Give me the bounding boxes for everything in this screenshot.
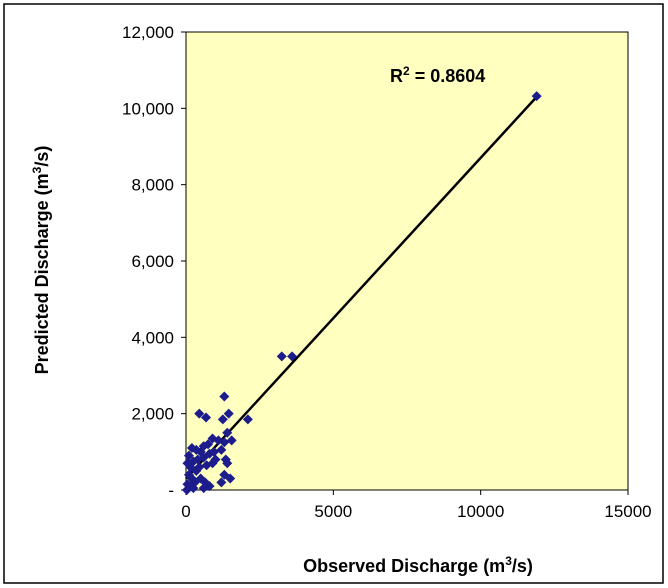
y-axis-title-part: Predicted Discharge (m xyxy=(32,173,52,374)
y-tick-label: 8,000 xyxy=(131,176,174,195)
point xyxy=(287,351,298,362)
point xyxy=(222,427,233,438)
point xyxy=(194,408,205,419)
x-tick-label: 10000 xyxy=(457,502,504,521)
point xyxy=(531,91,542,102)
point xyxy=(226,435,237,446)
point xyxy=(219,391,230,402)
x-tick-label: 15000 xyxy=(604,502,651,521)
x-axis-title-part: 3 xyxy=(505,554,512,568)
point xyxy=(198,483,209,494)
plot-area xyxy=(185,31,629,491)
point xyxy=(216,477,227,488)
x-tick-label: 0 xyxy=(181,502,190,521)
point xyxy=(201,412,212,423)
annotation-part: = 0.8604 xyxy=(410,66,486,86)
trendline xyxy=(185,96,538,480)
point xyxy=(183,450,194,461)
point xyxy=(225,473,236,484)
point xyxy=(222,458,233,469)
annotation: R2 = 0.8604 xyxy=(390,64,485,86)
y-tick-label: - xyxy=(168,481,174,500)
point xyxy=(186,443,197,454)
point xyxy=(242,414,253,425)
y-tick-label: 6,000 xyxy=(131,252,174,271)
y-tick-label: 10,000 xyxy=(122,99,174,118)
x-axis-title-part: Observed Discharge (m xyxy=(303,556,505,576)
x-axis-title: Observed Discharge (m3/s) xyxy=(303,554,533,576)
x-tick-label: 5000 xyxy=(314,502,352,521)
point xyxy=(223,408,234,419)
point xyxy=(208,446,219,457)
y-tick-label: 2,000 xyxy=(131,405,174,424)
point xyxy=(210,454,221,465)
point xyxy=(217,414,228,425)
y-axis-title-part: /s) xyxy=(32,146,52,167)
x-axis-title-part: /s) xyxy=(512,556,533,576)
y-axis-title-part: 3 xyxy=(30,166,44,173)
point xyxy=(186,473,197,484)
point xyxy=(194,462,205,473)
annotation-part: R xyxy=(390,66,403,86)
point xyxy=(216,444,227,455)
point xyxy=(276,351,287,362)
y-tick-label: 4,000 xyxy=(131,328,174,347)
point xyxy=(207,433,218,444)
y-tick-label: 12,000 xyxy=(122,23,174,42)
point xyxy=(188,483,199,494)
annotation-part: 2 xyxy=(403,64,410,78)
y-axis-title: Predicted Discharge (m3/s) xyxy=(30,146,52,375)
